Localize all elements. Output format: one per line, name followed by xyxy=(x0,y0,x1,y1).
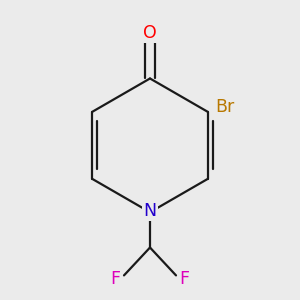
Text: O: O xyxy=(143,24,157,42)
Text: Br: Br xyxy=(215,98,235,116)
Text: F: F xyxy=(111,270,121,288)
Text: N: N xyxy=(143,202,157,220)
Text: F: F xyxy=(179,270,189,288)
